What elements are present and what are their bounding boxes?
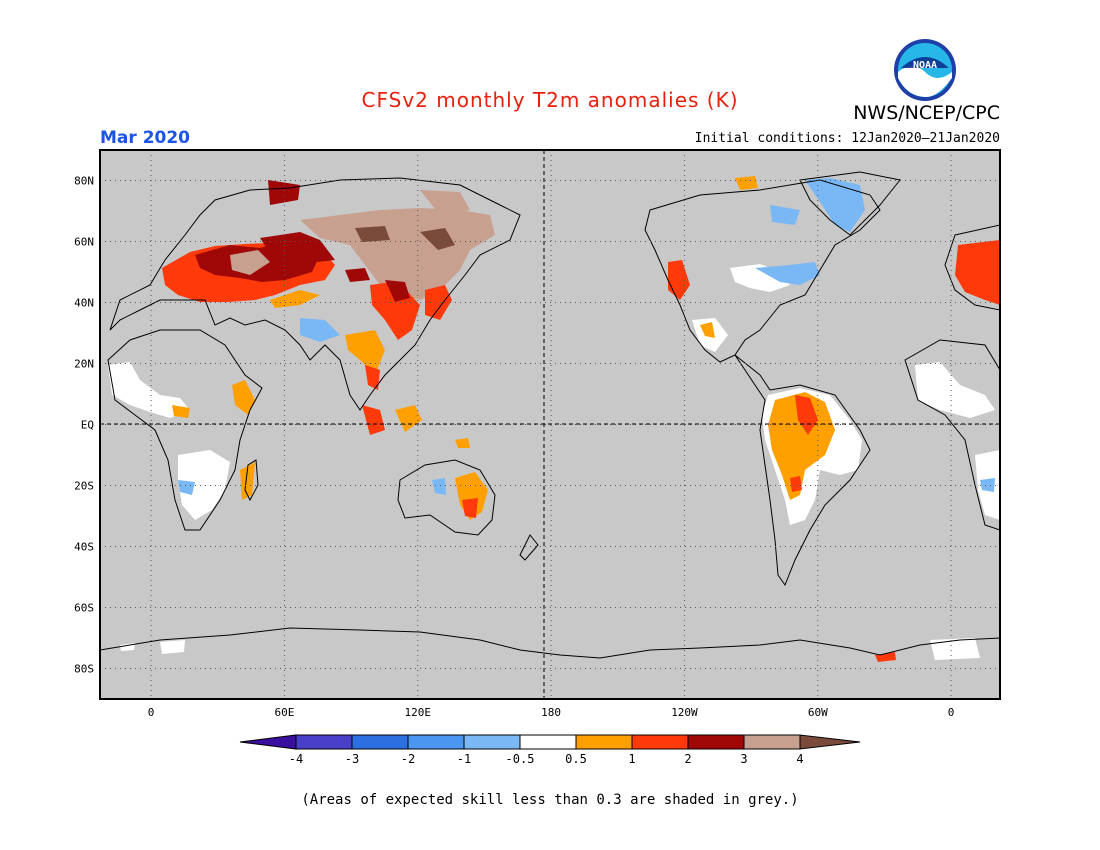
lat-label: 60S: [74, 602, 94, 615]
chart-title: CFSv2 monthly T2m anomalies (K): [361, 88, 739, 112]
noaa-logo: NOAA: [893, 38, 957, 102]
colorbar-level-label: 1: [628, 752, 635, 766]
colorbar-level-label: -4: [289, 752, 303, 766]
neutral-patch: [108, 362, 190, 418]
mild-warm-patch: [700, 322, 715, 338]
colorbar: -4 -3 -2 -1 -0.5 0.5 1 2 3 4: [239, 734, 861, 766]
lon-label: 0: [148, 706, 155, 719]
colorbar-swatch: [295, 734, 353, 750]
hot-patch: [385, 280, 410, 302]
warm-patch: [462, 498, 478, 518]
warm-patch: [790, 476, 802, 492]
mild-warm-patch: [455, 438, 470, 448]
colorbar-swatch: [351, 734, 409, 750]
hot-patch: [260, 232, 335, 262]
neutral-patch: [915, 362, 995, 418]
mild-warm-patch: [232, 380, 255, 415]
very-hot-patch: [420, 190, 470, 215]
lon-label: 120W: [671, 706, 698, 719]
colorbar-swatch: [575, 734, 633, 750]
lat-label: 60N: [74, 236, 94, 249]
target-month-label: Mar 2020: [100, 128, 191, 148]
colorbar-swatch: [631, 734, 689, 750]
colorbar-level-label: -3: [345, 752, 359, 766]
colorbar-level-label: -0.5: [506, 752, 535, 766]
very-hot-patch: [230, 250, 270, 275]
mild-warm-patch: [172, 405, 190, 418]
cool-patch: [300, 318, 340, 342]
lat-label: 40S: [74, 541, 94, 554]
skill-caption: (Areas of expected skill less than 0.3 a…: [301, 792, 799, 808]
lat-label: 20S: [74, 480, 94, 493]
lat-label: 80N: [74, 175, 94, 188]
lat-label: 80S: [74, 663, 94, 676]
colorbar-level-label: 0.5: [565, 752, 587, 766]
colorbar-level-label: 3: [740, 752, 747, 766]
mild-warm-patch: [455, 472, 488, 520]
lat-label: EQ: [81, 419, 94, 432]
colorbar-level-label: 4: [796, 752, 803, 766]
lon-label: 120E: [405, 706, 432, 719]
mild-warm-patch: [735, 176, 758, 190]
coastlines: [100, 171, 1000, 659]
cool-patch: [770, 205, 800, 225]
lon-label: 60E: [275, 706, 295, 719]
map-frame: [99, 149, 1001, 700]
logo-text: NOAA: [913, 60, 937, 71]
warm-patch: [795, 395, 818, 435]
anomaly-patches: [108, 176, 1000, 662]
lon-label: 60W: [808, 706, 828, 719]
lat-label: 20N: [74, 358, 94, 371]
longitude-labels: 0 60E 120E 180 120W 60W 0: [148, 706, 955, 719]
colorbar-high-arrow: [799, 734, 861, 750]
lon-label: 180: [541, 706, 561, 719]
graticule: [100, 150, 1000, 699]
organization-label: NWS/NCEP/CPC: [853, 102, 1000, 124]
lon-label: 0: [948, 706, 955, 719]
extreme-patch: [355, 226, 390, 242]
mild-warm-patch: [270, 290, 320, 308]
extreme-patch: [420, 228, 455, 250]
neutral-patch: [160, 640, 185, 654]
warm-patch: [362, 405, 385, 435]
colorbar-swatch: [743, 734, 801, 750]
warm-patch: [955, 240, 1000, 305]
cool-patch: [432, 478, 446, 495]
lat-label: 40N: [74, 297, 94, 310]
mild-warm-patch: [768, 392, 835, 500]
mild-warm-patch: [395, 405, 422, 432]
initial-conditions-label: Initial conditions: 12Jan2020–21Jan2020: [694, 131, 1000, 146]
colorbar-low-arrow: [239, 734, 297, 750]
cool-patch: [755, 262, 820, 285]
hot-patch: [268, 180, 300, 205]
neutral-patch: [178, 450, 230, 520]
latitude-labels: 80N 60N 40N 20N EQ 20S 40S 60S 80S: [74, 175, 94, 676]
colorbar-swatch: [463, 734, 521, 750]
colorbar-level-label: 2: [684, 752, 691, 766]
cool-patch: [178, 480, 195, 495]
mild-warm-patch: [240, 462, 255, 500]
warm-patch: [365, 365, 380, 390]
cool-patch: [980, 478, 995, 492]
colorbar-level-label: -1: [457, 752, 471, 766]
warm-patch: [425, 285, 452, 320]
cool-patch: [805, 178, 865, 232]
colorbar-swatch: [519, 734, 577, 750]
colorbar-swatch: [687, 734, 745, 750]
neutral-patch: [930, 638, 980, 660]
colorbar-swatch: [407, 734, 465, 750]
colorbar-level-label: -2: [401, 752, 415, 766]
hot-patch: [345, 268, 370, 282]
